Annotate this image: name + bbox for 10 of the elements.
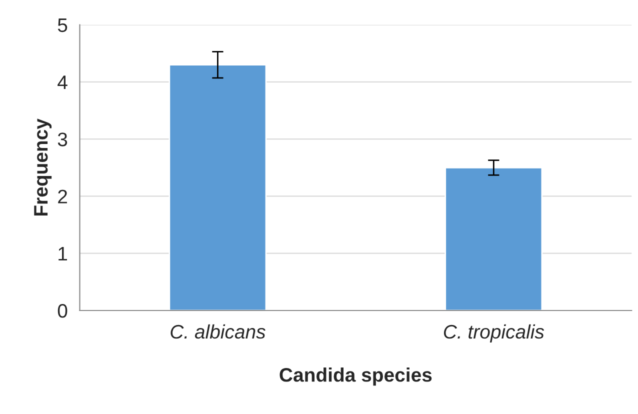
y-tick-label: 3 [58, 132, 68, 146]
y-tick-label: 2 [58, 190, 67, 204]
y-axis-title: Frequency [34, 118, 52, 216]
x-tick-label: C. albicans [170, 324, 266, 339]
y-tick-label: 1 [58, 247, 67, 260]
x-axis-title: Candida species [280, 368, 432, 386]
y-tick-label: 0 [58, 304, 68, 318]
y-tick-label: 5 [58, 18, 68, 32]
y-tick-label: 4 [58, 76, 68, 90]
x-tick-label: C. tropicalis [444, 324, 544, 343]
